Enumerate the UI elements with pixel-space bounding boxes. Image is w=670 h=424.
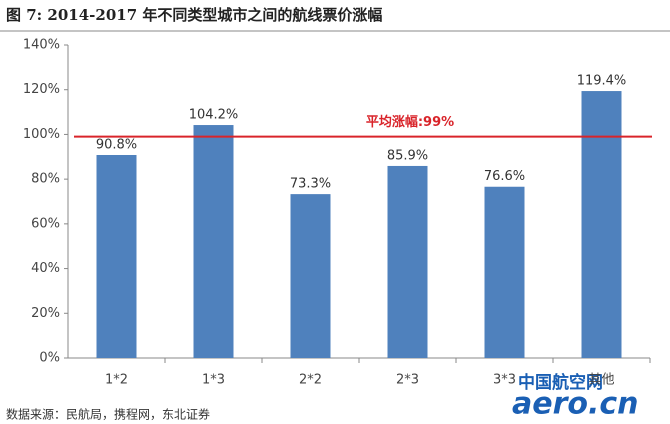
x-tick-label: 1*2 — [105, 373, 128, 388]
watermark: 中国航空网 — [518, 372, 603, 393]
average-label: 平均涨幅:99% — [366, 114, 454, 130]
bar — [581, 91, 622, 358]
x-tick-label: 1*3 — [202, 373, 225, 388]
value-label: 90.8% — [96, 137, 137, 152]
x-tick-label: 其他 — [588, 373, 614, 388]
x-tick-label: 2*3 — [396, 373, 419, 388]
bar — [387, 165, 428, 358]
watermark: aero.cn — [512, 387, 639, 422]
value-label: 73.3% — [290, 177, 331, 192]
chart-title: 图 7: 2014-2017 年不同类型城市之间的航线票价涨幅 — [6, 6, 382, 24]
source: 数据来源：民航局，携程网，东北证券 — [6, 407, 210, 422]
x-tick-label: 2*2 — [299, 373, 322, 388]
value-label: 76.6% — [484, 169, 525, 184]
bar — [96, 154, 137, 358]
bar — [193, 125, 234, 358]
y-tick-label: 100% — [23, 127, 60, 142]
x-tick-label: 3*3 — [493, 373, 516, 388]
y-tick-label: 60% — [31, 216, 60, 231]
value-label: 119.4% — [577, 74, 627, 89]
y-tick-label: 140% — [23, 38, 60, 53]
y-tick-label: 20% — [31, 306, 60, 321]
y-tick-label: 120% — [23, 82, 60, 97]
y-tick-label: 80% — [31, 172, 60, 187]
y-tick-label: 0% — [39, 351, 60, 366]
bar — [290, 194, 331, 358]
y-tick-label: 40% — [31, 261, 60, 276]
value-label: 85.9% — [387, 148, 428, 163]
value-label: 104.2% — [189, 108, 239, 123]
bar — [484, 186, 525, 358]
